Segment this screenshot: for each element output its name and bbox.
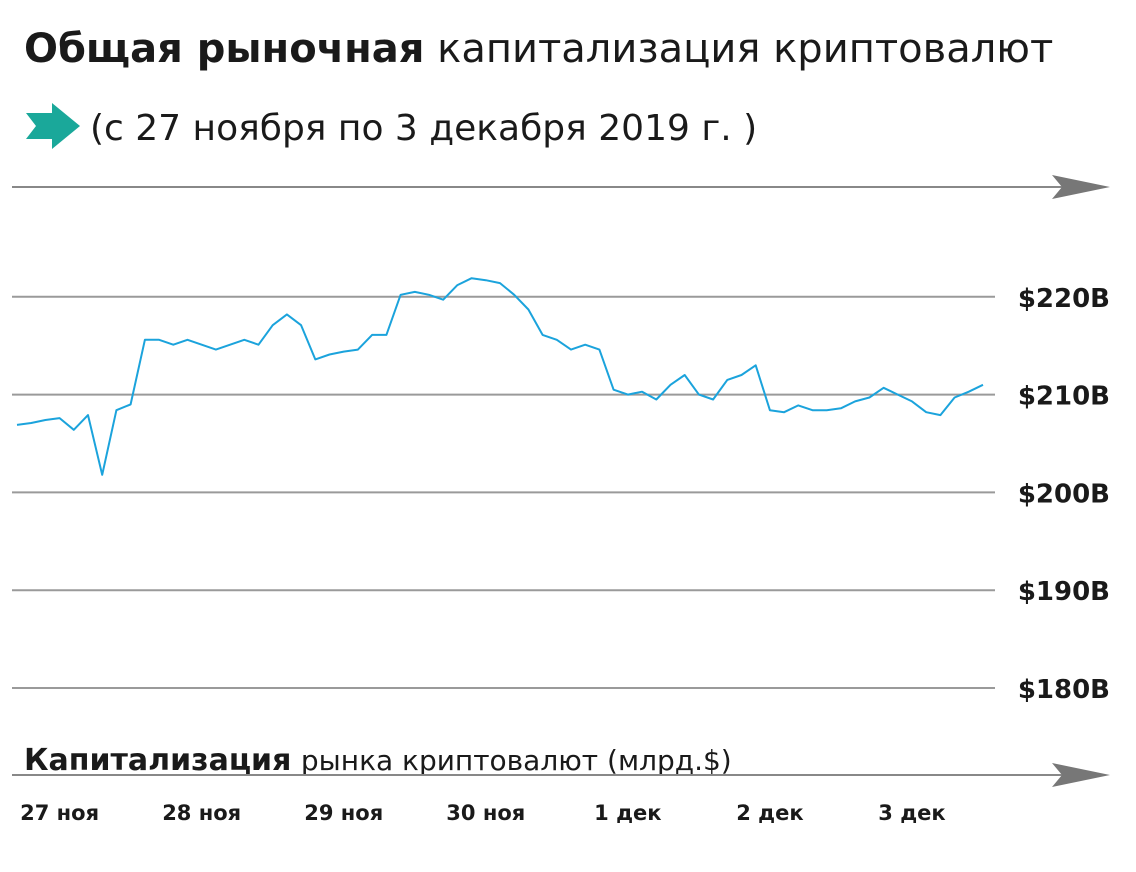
title-regular: капитализация криптовалют: [437, 26, 1053, 72]
x-tick-label: 27 ноя: [20, 801, 99, 825]
axis-label-bold: Капитализация: [24, 743, 291, 778]
bottom-rule-arrow: [1052, 763, 1110, 787]
x-tick-label: 3 дек: [878, 801, 945, 825]
subtitle-arrow: [26, 103, 80, 149]
y-tick-label: $190B: [1018, 577, 1110, 607]
top-rule-arrow: [1052, 175, 1110, 199]
y-tick-label: $180B: [1018, 675, 1110, 705]
x-tick-label: 28 ноя: [162, 801, 241, 825]
subtitle: (с 27 ноября по 3 декабря 2019 г. ): [90, 108, 757, 149]
y-tick-label: $210B: [1018, 382, 1110, 412]
axis-label-regular: рынка криптовалют (млрд.$): [301, 744, 732, 777]
x-tick-label: 29 ноя: [304, 801, 383, 825]
data-line: [16, 277, 984, 476]
x-tick-label: 30 ноя: [446, 801, 525, 825]
chart-title: Общая рыночная капитализация криптовалют: [24, 26, 1053, 72]
axis-label: Капитализация рынка криптовалют (млрд.$): [24, 743, 732, 778]
y-tick-label: $220B: [1018, 284, 1110, 314]
y-tick-label: $200B: [1018, 479, 1110, 509]
x-tick-label: 1 дек: [594, 801, 661, 825]
x-tick-label: 2 дек: [736, 801, 803, 825]
title-bold: Общая рыночная: [24, 26, 424, 72]
